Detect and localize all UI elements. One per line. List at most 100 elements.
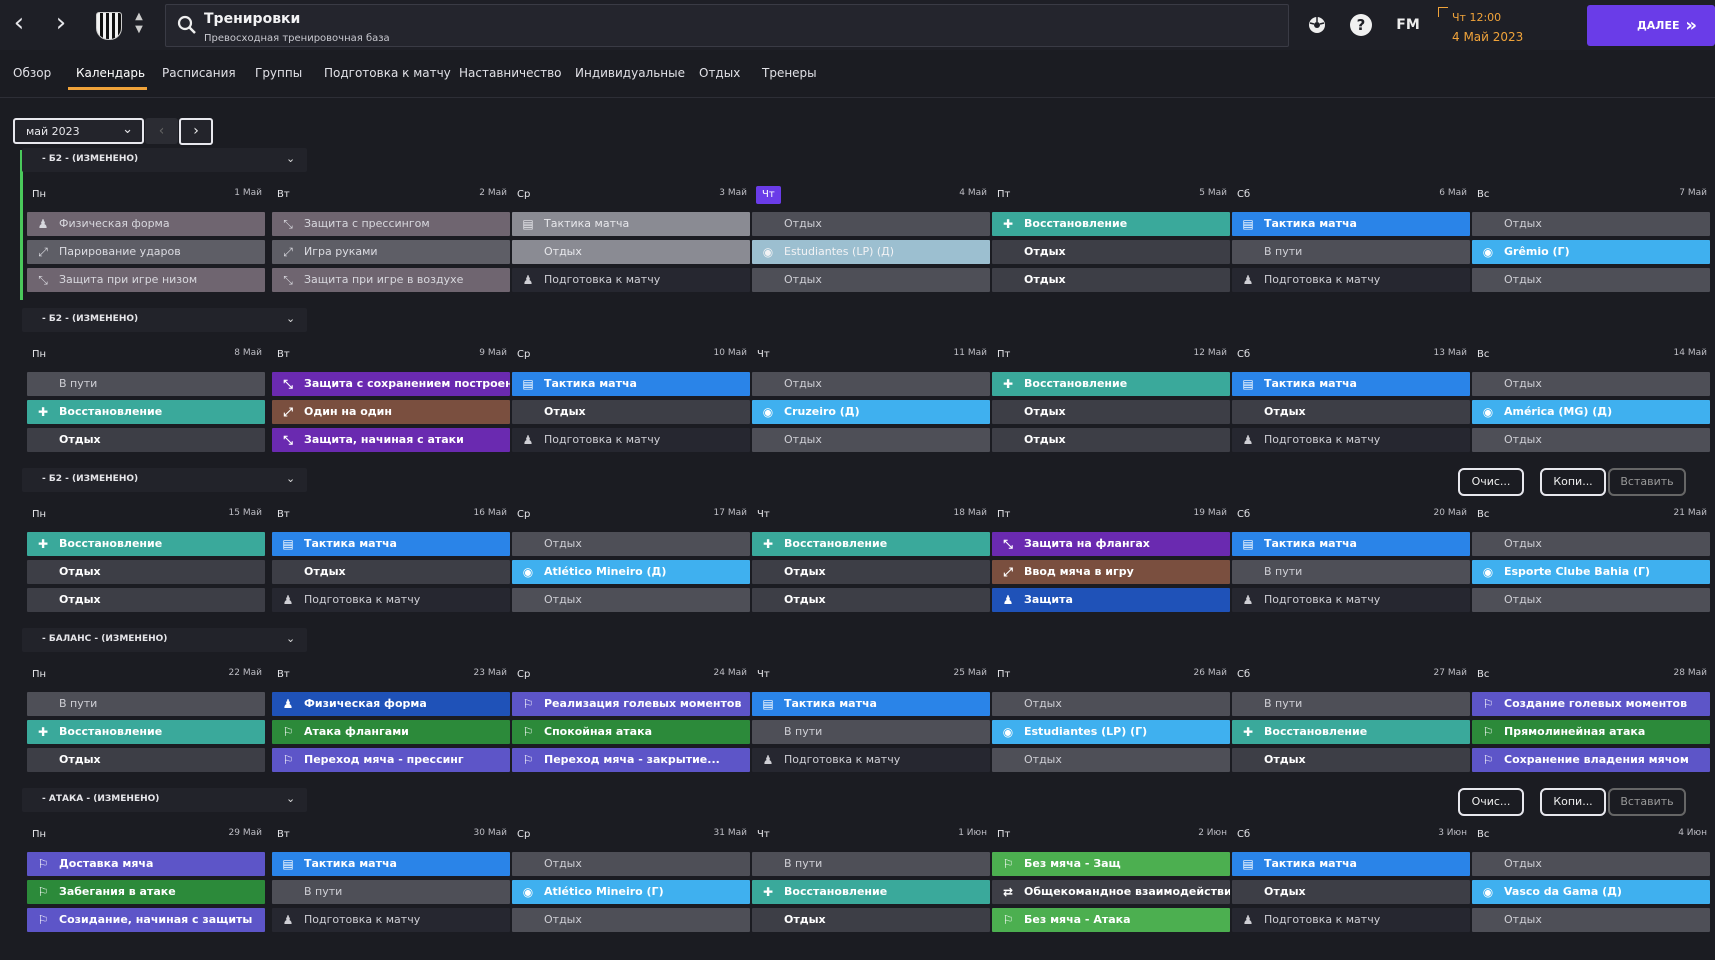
match-session[interactable]: ◉ Estudiantes (LP) (Д) (752, 240, 990, 264)
copy-week-button[interactable]: Копи... (1540, 788, 1606, 816)
training-session[interactable]: ✚ Восстановление (27, 400, 265, 424)
training-session[interactable]: ⚐ Переход мяча - прессинг (272, 748, 510, 772)
training-session[interactable]: ⤡ Защита при игре в воздухе (272, 268, 510, 292)
training-session[interactable]: Отдых (1472, 852, 1710, 876)
training-session[interactable]: Отдых (1472, 372, 1710, 396)
training-session[interactable]: Отдых (752, 428, 990, 452)
training-session[interactable]: ⤡ Защита с сохранением построения (272, 372, 510, 396)
training-session[interactable]: Отдых (992, 240, 1230, 264)
week-schedule-header[interactable]: - Б2 - (ИЗМЕНЕНО) ⌄ (22, 468, 307, 492)
football-icon[interactable] (1306, 14, 1328, 36)
training-session[interactable]: ⤡ Защита с прессингом (272, 212, 510, 236)
training-session[interactable]: ▤ Тактика матча (512, 212, 750, 236)
training-session[interactable]: Отдых (27, 748, 265, 772)
training-session[interactable]: Отдых (752, 588, 990, 612)
training-session[interactable]: ♟ Подготовка к матчу (272, 908, 510, 932)
training-session[interactable]: ⚐ Спокойная атака (512, 720, 750, 744)
training-session[interactable]: Отдых (1232, 748, 1470, 772)
week-schedule-header[interactable]: - Б2 - (ИЗМЕНЕНО) ⌄ (22, 308, 307, 332)
training-session[interactable]: Отдых (752, 212, 990, 236)
match-session[interactable]: ◉ Esporte Clube Bahia (Г) (1472, 560, 1710, 584)
training-session[interactable]: ⤢ Игра руками (272, 240, 510, 264)
training-session[interactable]: В пути (752, 852, 990, 876)
tab-mentoring[interactable]: Наставничество (459, 66, 562, 80)
training-session[interactable]: ♟ Подготовка к матчу (1232, 908, 1470, 932)
training-session[interactable]: В пути (1232, 240, 1470, 264)
paste-week-button[interactable]: Вставить (1608, 468, 1686, 496)
tab-calendar[interactable]: Календарь (76, 66, 146, 80)
training-session[interactable]: Отдых (512, 908, 750, 932)
training-session[interactable]: ⤡ Защита, начиная с атаки (272, 428, 510, 452)
training-session[interactable]: ⤡ Защита на флангах (992, 532, 1230, 556)
match-session[interactable]: ◉ Atlético Mineiro (Г) (512, 880, 750, 904)
training-session[interactable]: Отдых (272, 560, 510, 584)
training-session[interactable]: ✚ Восстановление (752, 532, 990, 556)
help-icon[interactable]: ? (1350, 14, 1372, 36)
training-session[interactable]: ▤ Тактика матча (272, 852, 510, 876)
training-session[interactable]: Отдых (512, 852, 750, 876)
training-session[interactable]: Отдых (1232, 400, 1470, 424)
training-session[interactable]: ▤ Тактика матча (1232, 212, 1470, 236)
training-session[interactable]: ✚ Восстановление (27, 532, 265, 556)
training-session[interactable]: Отдых (992, 268, 1230, 292)
training-session[interactable]: ♟ Подготовка к матчу (512, 428, 750, 452)
match-session[interactable]: ◉ Estudiantes (LP) (Г) (992, 720, 1230, 744)
previous-month-button[interactable]: ‹ (145, 118, 178, 144)
training-session[interactable]: ▤ Тактика матча (512, 372, 750, 396)
training-session[interactable]: ⚐ Доставка мяча (27, 852, 265, 876)
tab-coaches[interactable]: Тренеры (762, 66, 817, 80)
training-session[interactable]: ▤ Тактика матча (1232, 532, 1470, 556)
paste-week-button[interactable]: Вставить (1608, 788, 1686, 816)
training-session[interactable]: Отдых (752, 560, 990, 584)
training-session[interactable]: ⚐ Прямолинейная атака (1472, 720, 1710, 744)
month-selector[interactable]: май 2023 ⌄ (13, 118, 144, 144)
training-session[interactable]: Отдых (1472, 908, 1710, 932)
training-session[interactable]: Отдых (752, 268, 990, 292)
training-session[interactable]: ✚ Восстановление (1232, 720, 1470, 744)
copy-week-button[interactable]: Копи... (1540, 468, 1606, 496)
training-session[interactable]: ♟ Подготовка к матчу (1232, 428, 1470, 452)
training-session[interactable]: ♟ Подготовка к матчу (752, 748, 990, 772)
search-bar[interactable]: Тренировки Превосходная тренировочная ба… (165, 4, 1289, 47)
forward-button[interactable]: › (55, 8, 67, 38)
training-session[interactable]: Отдых (752, 372, 990, 396)
training-session[interactable]: ⤢ Парирование ударов (27, 240, 265, 264)
training-session[interactable]: ▤ Тактика матча (1232, 372, 1470, 396)
continue-button[interactable]: ДАЛЕЕ » (1587, 5, 1715, 46)
training-session[interactable]: Отдых (1472, 212, 1710, 236)
training-session[interactable]: Отдых (1472, 588, 1710, 612)
training-session[interactable]: Отдых (27, 560, 265, 584)
match-session[interactable]: ◉ Vasco da Gama (Д) (1472, 880, 1710, 904)
training-session[interactable]: Отдых (1472, 268, 1710, 292)
training-session[interactable]: ✚ Восстановление (752, 880, 990, 904)
tab-groups[interactable]: Группы (255, 66, 303, 80)
training-session[interactable]: ⚐ Создание голевых моментов (1472, 692, 1710, 716)
training-session[interactable]: ♟ Подготовка к матчу (272, 588, 510, 612)
training-session[interactable]: ⇄ Общекомандное взаимодействие (992, 880, 1230, 904)
training-session[interactable]: ▤ Тактика матча (1232, 852, 1470, 876)
training-session[interactable]: Отдых (27, 428, 265, 452)
training-session[interactable]: ♟ Физическая форма (272, 692, 510, 716)
training-session[interactable]: ♟ Физическая форма (27, 212, 265, 236)
training-session[interactable]: ♟ Подготовка к матчу (512, 268, 750, 292)
training-session[interactable]: ⤢ Ввод мяча в игру (992, 560, 1230, 584)
training-session[interactable]: ⚐ Созидание, начиная с защиты (27, 908, 265, 932)
training-session[interactable]: ✚ Восстановление (992, 212, 1230, 236)
training-session[interactable]: ⚐ Переход мяча - закрытие... (512, 748, 750, 772)
training-session[interactable]: Отдых (992, 400, 1230, 424)
club-switch-arrows-icon[interactable]: ▲ ▼ (135, 11, 143, 35)
training-session[interactable]: Отдых (1472, 428, 1710, 452)
training-session[interactable]: ✚ Восстановление (992, 372, 1230, 396)
training-session[interactable]: Отдых (27, 588, 265, 612)
training-session[interactable]: Отдых (512, 400, 750, 424)
tab-overview[interactable]: Обзор (13, 66, 52, 80)
training-session[interactable]: ♟ Защита (992, 588, 1230, 612)
training-session[interactable]: ⚐ Сохранение владения мячом (1472, 748, 1710, 772)
training-session[interactable]: Отдых (512, 532, 750, 556)
training-session[interactable]: Отдых (992, 428, 1230, 452)
training-session[interactable]: Отдых (1472, 532, 1710, 556)
clear-week-button[interactable]: Очис... (1458, 788, 1524, 816)
tab-rest[interactable]: Отдых (699, 66, 741, 80)
week-schedule-header[interactable]: - БАЛАНС - (ИЗМЕНЕНО) ⌄ (22, 628, 307, 652)
training-session[interactable]: В пути (752, 720, 990, 744)
